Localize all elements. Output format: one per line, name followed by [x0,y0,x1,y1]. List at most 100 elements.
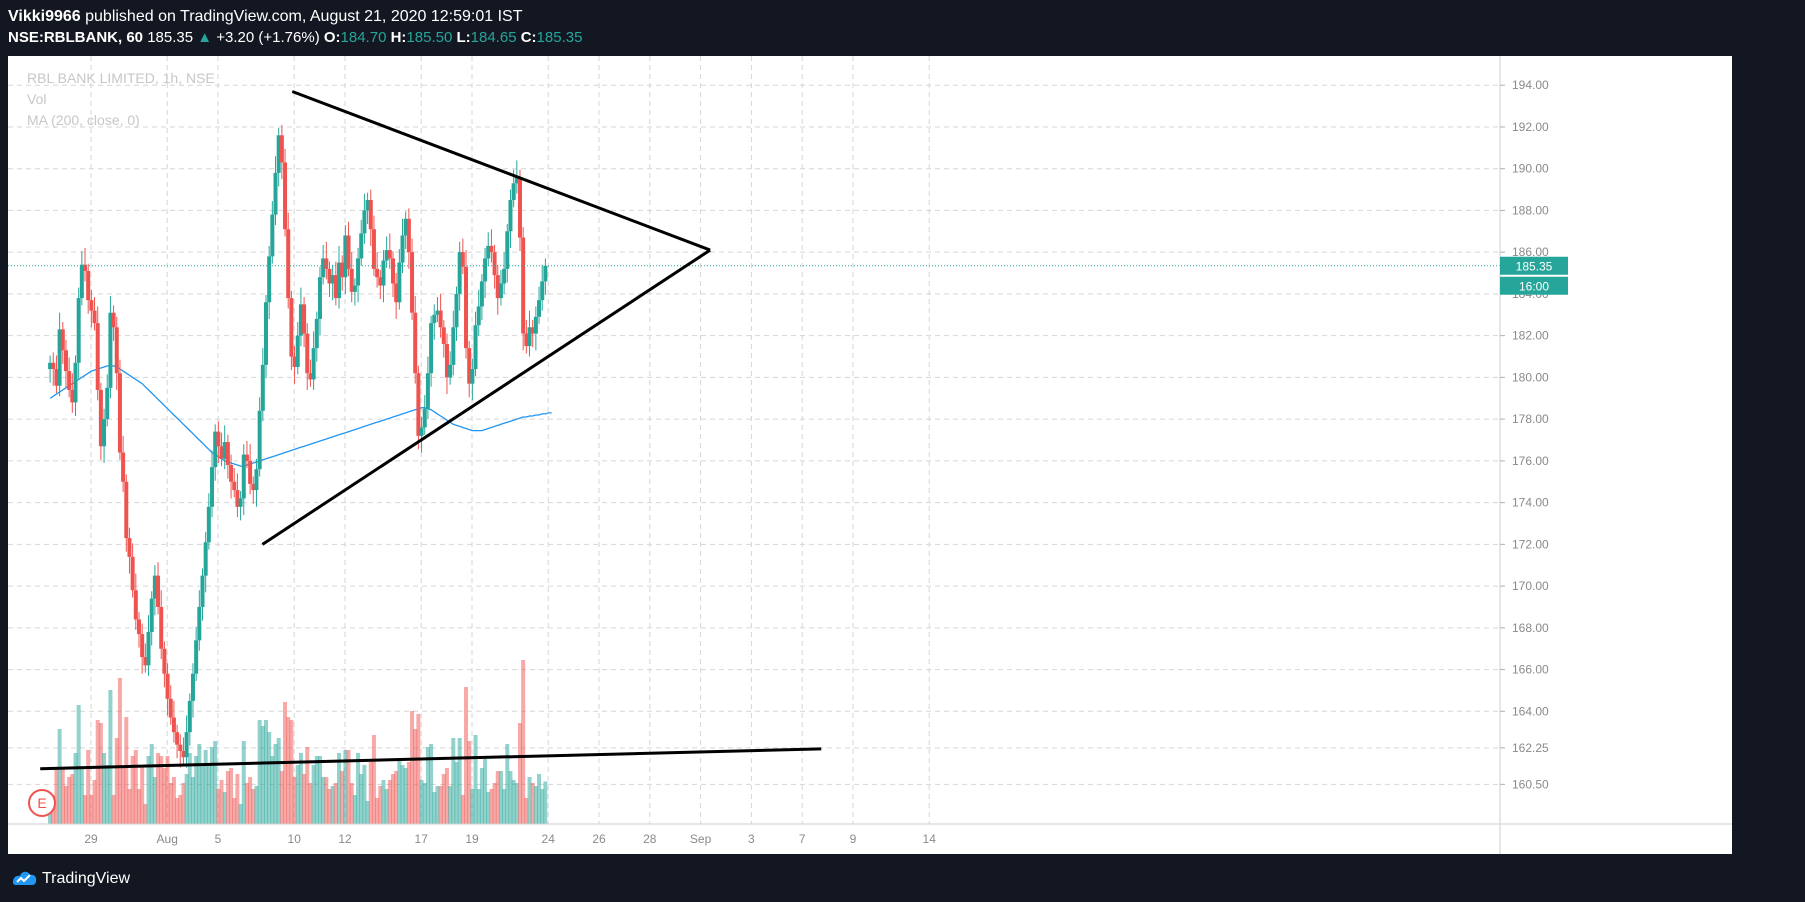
candle-body [276,135,281,173]
low-value: 184.65 [470,29,517,46]
volume-bar [86,750,91,824]
time-tick-label: 29 [84,832,98,846]
last-price-tag [1500,256,1568,275]
volume-bar [314,756,319,824]
volume-bar [359,774,364,824]
volume-bar [508,771,513,824]
candle-body [521,237,526,334]
volume-bar [203,750,208,824]
volume-bar [381,780,386,824]
volume-bar [483,759,488,824]
volume-bar [473,735,478,824]
candle-body [263,302,268,365]
time-tick-label: 7 [799,832,806,846]
volume-bar [422,783,427,824]
candle-body [476,306,481,326]
candle-body [279,135,284,163]
candle-body [222,442,227,459]
volume-bar [79,768,84,824]
candle-body [92,310,97,324]
chart-legend: RBL BANK LIMITED, 1h, NSE Vol MA (200, c… [27,68,215,131]
brand-name[interactable]: TradingView [42,870,131,887]
time-tick-label: 19 [465,832,479,846]
candle-body [511,183,516,200]
candle-body [419,427,424,436]
volume-bar [438,786,443,824]
price-tick-label: 180.00 [1512,370,1549,384]
volume-bar [124,717,129,824]
price-tick-label: 188.00 [1512,203,1549,217]
trendlines[interactable] [40,90,822,771]
legend-ma[interactable]: MA (200, close, 0) [27,112,140,128]
volume-bar [130,756,135,824]
candle-body [387,250,392,259]
volume-bar [136,789,141,824]
candle-body [117,373,122,453]
candle-body [397,262,402,303]
candle-body [502,268,507,284]
candle-body [517,177,522,238]
candle-body [63,350,68,372]
open-label: O: [323,29,341,46]
earnings-circle[interactable] [28,789,56,817]
candle-body [83,264,88,271]
price-tick-label: 160.50 [1512,777,1549,791]
axes: 160.50 162.25 164.00 166.00 168.00 170.00 172.… [8,56,1732,854]
volume-bar [514,783,519,824]
candle-body [102,419,107,447]
close-value: 185.35 [536,29,583,46]
volume-bar [444,768,449,824]
volume-bar [73,753,78,824]
candle-body [324,258,329,269]
volume-bar [105,765,110,824]
legend-symbol[interactable]: RBL BANK LIMITED, 1h, NSE [27,70,215,86]
candle-body [54,369,59,386]
candle-body [286,229,291,299]
candle-body [330,275,335,284]
candle-body [327,268,332,284]
chart-area[interactable]: 160.50 162.25 164.00 166.00 168.00 170.00 172.… [8,56,1732,854]
price-tick-label: 166.00 [1512,663,1549,677]
symbol-label: NSE:RBLBANK, 60 [8,29,144,46]
candle-body [378,277,383,286]
candle-body [537,300,542,317]
chart-svg[interactable]: 160.50 162.25 164.00 166.00 168.00 170.00 172.… [8,56,1732,854]
volume-bar [419,780,424,824]
candle-body [314,318,319,349]
candle-body [349,268,354,292]
volume-bar [333,783,338,824]
volume-bar [102,753,107,824]
time-tick-label: 3 [748,832,755,846]
price-tick-label: 178.00 [1512,412,1549,426]
candle-body [219,446,224,459]
volume-bar [390,774,395,824]
author-name[interactable]: Vikki9966 [8,8,81,25]
legend-volume[interactable]: Vol [27,91,47,107]
volume-bar [432,792,437,824]
volume-bar [371,735,376,824]
ma-path [49,365,552,467]
time-tick-label: 24 [542,832,556,846]
price-tick-label: 168.00 [1512,621,1549,635]
volume-bar [146,756,151,824]
candle-body [111,312,116,328]
candle-body [321,258,326,278]
candle-body [400,235,405,263]
candle-body [416,373,421,436]
candle-body [292,356,297,367]
earnings-marker[interactable]: E [28,789,56,817]
price-tick-label: 164.00 [1512,704,1549,718]
candles [48,124,548,768]
candle-body [308,373,313,380]
volume-bar [406,762,411,824]
candle-body [425,373,430,409]
earnings-label[interactable]: E [37,795,46,811]
volume-bar [495,771,500,824]
candle-body [73,362,78,403]
last-price-tag-text: 185.35 [1516,260,1553,274]
candle-body [362,210,367,234]
tradingview-logo-icon[interactable] [10,868,38,888]
candle-body [352,285,357,292]
price-tick-label: 186.00 [1512,245,1549,259]
volume-bar [476,789,481,824]
